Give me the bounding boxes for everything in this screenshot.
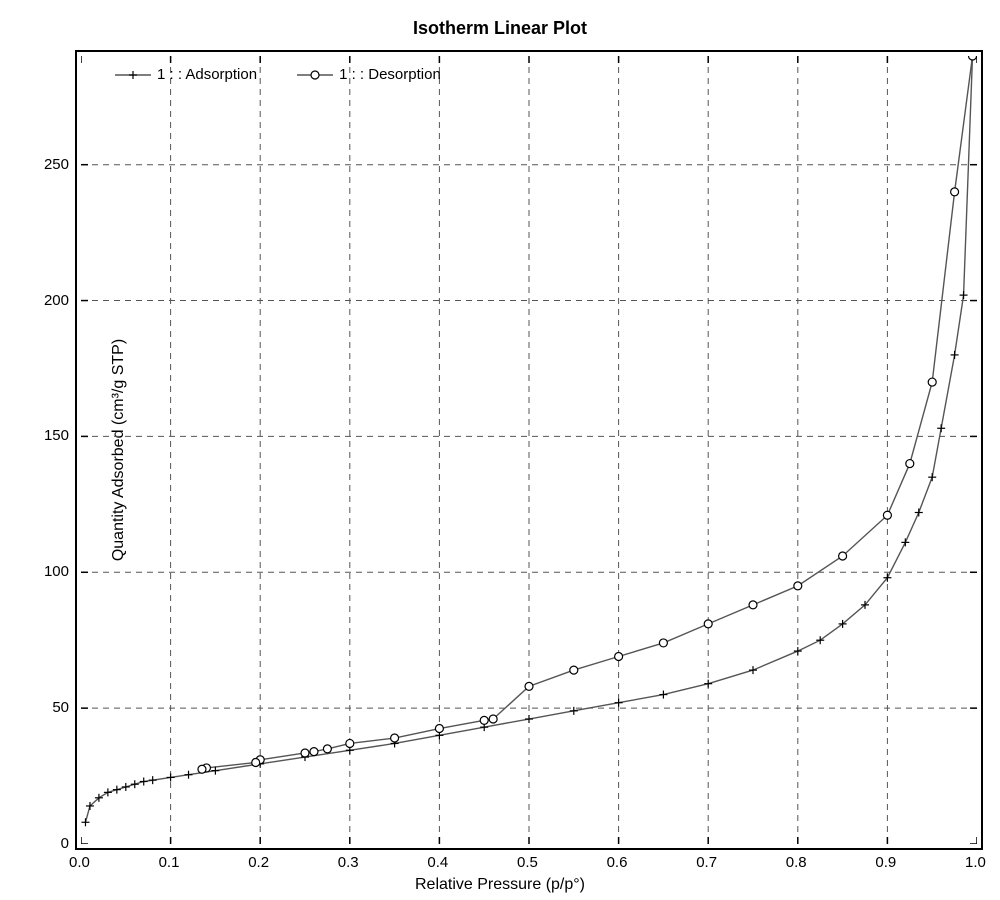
legend-label: 1 : : Adsorption	[157, 66, 257, 83]
legend-item: 1 : : Desorption	[297, 66, 441, 83]
y-tick-label: 150	[44, 427, 69, 444]
x-tick-label: 0.6	[607, 854, 628, 871]
y-tick-label: 0	[61, 835, 69, 852]
x-tick-label: 0.8	[786, 854, 807, 871]
legend: 1 : : Adsorption 1 : : Desorption	[115, 66, 441, 83]
x-tick-label: 0.9	[875, 854, 896, 871]
x-tick-label: 0.2	[248, 854, 269, 871]
x-tick-label: 0.3	[338, 854, 359, 871]
y-tick-label: 250	[44, 156, 69, 173]
chart-title: Isotherm Linear Plot	[0, 18, 1000, 39]
plot-area: 1 : : Adsorption 1 : : Desorption	[75, 50, 983, 850]
x-tick-label: 1.0	[965, 854, 986, 871]
plus-marker-icon	[115, 68, 151, 82]
x-tick-label: 0.7	[696, 854, 717, 871]
y-tick-label: 200	[44, 292, 69, 309]
x-tick-label: 0.0	[69, 854, 90, 871]
y-tick-label: 100	[44, 563, 69, 580]
circle-marker-icon	[297, 68, 333, 82]
x-tick-label: 0.1	[159, 854, 180, 871]
x-tick-label: 0.5	[517, 854, 538, 871]
plot-svg	[81, 56, 977, 844]
x-tick-label: 0.4	[427, 854, 448, 871]
y-tick-label: 50	[52, 699, 69, 716]
figure: Isotherm Linear Plot Quantity Adsorbed (…	[0, 0, 1000, 900]
legend-label: 1 : : Desorption	[339, 66, 441, 83]
x-axis-label: Relative Pressure (p/p°)	[0, 876, 1000, 894]
legend-item: 1 : : Adsorption	[115, 66, 257, 83]
